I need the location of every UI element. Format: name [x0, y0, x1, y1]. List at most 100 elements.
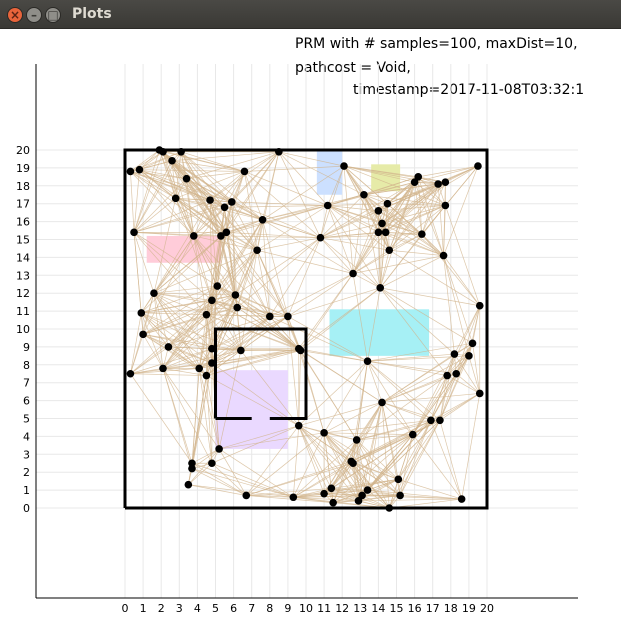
- roadmap-edge: [262, 219, 271, 317]
- close-window-button[interactable]: ×: [7, 7, 23, 23]
- roadmap-edge: [224, 171, 245, 208]
- roadmap-edge: [244, 151, 280, 172]
- minimize-window-button[interactable]: –: [26, 7, 42, 23]
- roadmap-edge: [323, 402, 383, 494]
- roadmap-node: [363, 486, 372, 494]
- roadmap-edge: [142, 314, 207, 335]
- roadmap-edge: [130, 334, 144, 374]
- roadmap-edge: [153, 249, 258, 294]
- y-tick-label: 18: [16, 180, 30, 193]
- roadmap-node: [195, 364, 204, 373]
- roadmap-edge: [298, 287, 381, 349]
- roadmap-edge: [191, 448, 220, 469]
- roadmap-edge: [352, 255, 444, 274]
- roadmap-edge: [356, 434, 413, 441]
- roadmap-edge: [199, 350, 241, 369]
- roadmap-edge: [443, 205, 446, 256]
- roadmap-edge: [211, 235, 222, 301]
- roadmap-edge: [320, 237, 354, 274]
- roadmap-edge: [417, 176, 444, 256]
- roadmap-edge: [206, 314, 301, 351]
- roadmap-node: [383, 199, 392, 208]
- roadmap-edge: [236, 237, 321, 308]
- roadmap-node: [164, 343, 173, 351]
- roadmap-edge: [356, 439, 368, 491]
- roadmap-node: [294, 421, 303, 430]
- roadmap-edge: [343, 165, 446, 206]
- roadmap-edge: [332, 434, 414, 503]
- roadmap-edge: [246, 493, 325, 496]
- maximize-window-button[interactable]: □: [45, 7, 61, 23]
- roadmap-edge: [455, 305, 481, 374]
- roadmap-edge: [367, 360, 457, 375]
- roadmap-node: [378, 219, 386, 228]
- roadmap-edge: [256, 250, 271, 317]
- roadmap-edge: [188, 484, 294, 498]
- roadmap-edge: [231, 201, 238, 308]
- roadmap-edge: [293, 432, 325, 498]
- roadmap-edge: [472, 305, 481, 344]
- roadmap-edge: [216, 232, 227, 287]
- roadmap-edge: [231, 201, 321, 239]
- roadmap-edge: [181, 151, 245, 172]
- x-tick-label: 19: [462, 602, 476, 615]
- roadmap-edge: [256, 219, 263, 251]
- y-tick-label: 14: [16, 251, 30, 264]
- roadmap-edge: [141, 307, 238, 314]
- roadmap-edge: [443, 255, 455, 355]
- roadmap-edge: [219, 425, 299, 450]
- roadmap-edge: [198, 368, 213, 464]
- workspace-boundary: [123, 148, 489, 510]
- roadmap-edge: [191, 468, 294, 498]
- x-tick-label: 10: [299, 602, 313, 615]
- roadmap-node: [410, 178, 419, 187]
- x-tick-label: 5: [212, 602, 219, 615]
- roadmap-edge: [133, 232, 155, 294]
- roadmap-edge: [293, 439, 357, 498]
- roadmap-edge: [320, 233, 422, 239]
- roadmap-edge: [381, 393, 480, 403]
- roadmap-edge: [352, 462, 401, 496]
- roadmap-edge: [153, 207, 225, 294]
- roadmap-node: [177, 147, 185, 156]
- roadmap-edge: [143, 334, 241, 351]
- roadmap-edge: [211, 362, 299, 426]
- roadmap-edge: [180, 151, 227, 233]
- roadmap-edge: [323, 432, 399, 480]
- roadmap-edge: [352, 249, 390, 274]
- roadmap-edge: [300, 350, 357, 441]
- roadmap-node: [171, 194, 180, 203]
- roadmap-node: [289, 493, 298, 502]
- roadmap-edge: [278, 151, 321, 238]
- roadmap-edge: [461, 393, 481, 500]
- roadmap-node: [323, 201, 332, 210]
- roadmap-edge: [320, 223, 383, 239]
- roadmap-edge: [162, 151, 245, 172]
- roadmap-node: [208, 296, 216, 305]
- roadmap-edge: [356, 439, 390, 509]
- roadmap-edge: [412, 375, 448, 435]
- roadmap-edge: [388, 182, 415, 251]
- roadmap-edge: [193, 199, 211, 237]
- roadmap-node: [434, 180, 442, 188]
- inner-wall: [214, 327, 308, 420]
- roadmap-edge: [367, 353, 455, 362]
- y-tick-label: 12: [16, 287, 30, 300]
- roadmap-edge: [298, 350, 301, 426]
- roadmap-edge: [246, 432, 325, 496]
- x-tick-label: 13: [353, 602, 367, 615]
- roadmap-edge: [153, 285, 218, 294]
- roadmap-edge: [293, 462, 354, 498]
- roadmap-edge: [378, 205, 446, 233]
- roadmap-node: [468, 339, 477, 348]
- roadmap-edge: [389, 233, 422, 251]
- roadmap-node: [168, 156, 176, 165]
- roadmap-edge: [399, 420, 432, 496]
- roadmap-edge: [226, 231, 321, 239]
- roadmap-node: [329, 498, 337, 507]
- roadmap-edge: [398, 479, 462, 500]
- roadmap-node: [222, 228, 231, 237]
- roadmap-node: [139, 330, 147, 339]
- roadmap-edge: [327, 205, 386, 233]
- roadmap-edge: [206, 314, 242, 351]
